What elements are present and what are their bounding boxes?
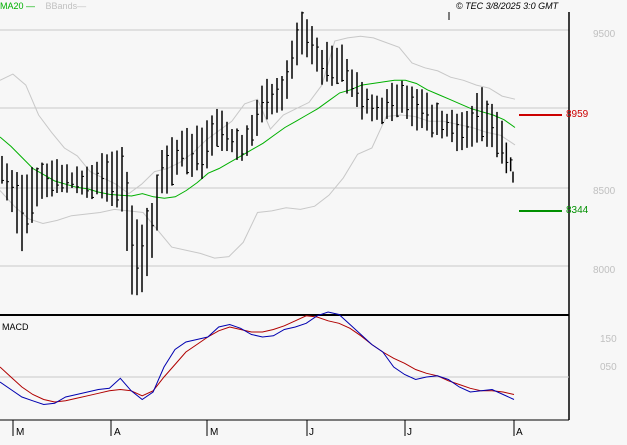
price-grid [0,29,569,267]
x-label-april: A [114,427,121,438]
support-label: 8344 [566,205,589,216]
ma20-legend: MA20 — [0,1,36,11]
price-label-8500: 8500 [593,186,616,197]
resistance-label: 8959 [566,109,589,120]
indicator-legend: MA20 — BBands— [0,0,86,12]
x-label-july: J [407,427,412,438]
macd-lines [0,311,515,406]
x-label-march: M [16,427,25,438]
price-label-8000: 8000 [593,265,616,276]
x-ticks [12,420,515,436]
copyright-timestamp: © TEC 3/8/2025 3:0 GMT [456,1,559,11]
macd-title: MACD [2,322,29,332]
macd-label-150: 150 [600,334,617,345]
ma20-line [0,79,516,199]
price-label-9500: 9500 [593,29,616,40]
x-label-august: A [516,427,523,438]
bollinger-bands [0,35,516,259]
price-bars [1,11,514,296]
x-label-may: M [210,427,219,438]
macd-label-050: 050 [600,362,617,373]
x-label-june: J [309,427,314,438]
bbands-legend: BBands— [45,1,87,11]
